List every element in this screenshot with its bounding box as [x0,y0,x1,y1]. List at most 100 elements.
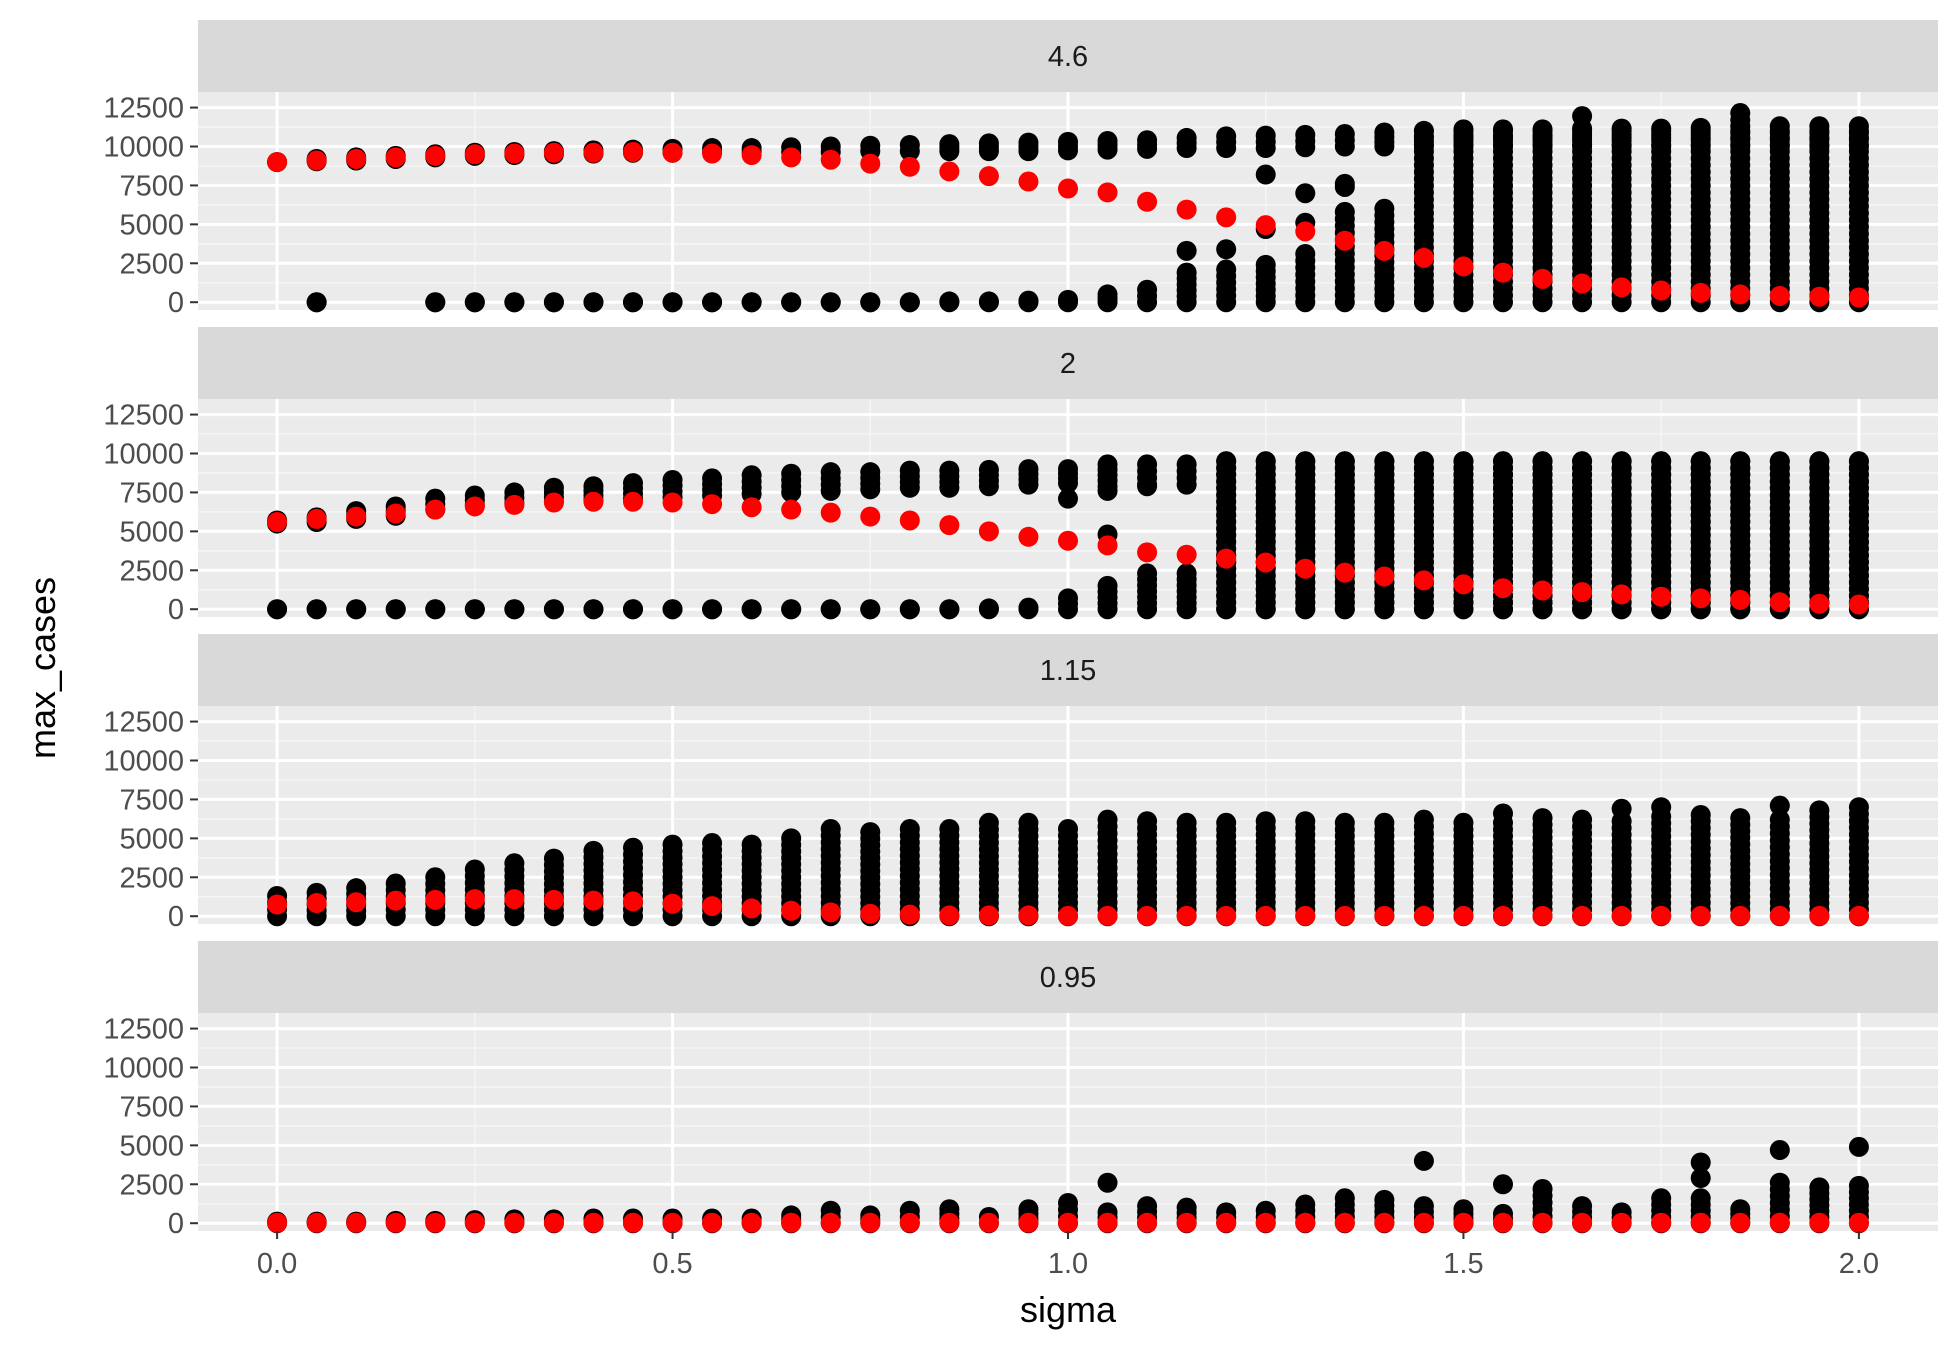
mean-point [978,905,999,926]
data-point [899,134,920,155]
data-point [1809,1177,1830,1198]
data-point [1137,454,1158,475]
mean-point [899,156,920,177]
y-tick-label: 7500 [119,170,184,202]
y-tick-label: 0 [168,287,184,319]
mean-point [1018,526,1039,547]
mean-point [1176,905,1197,926]
mean-point [543,142,564,163]
data-point [1295,243,1316,264]
data-point [939,819,960,840]
data-point [1651,797,1672,818]
mean-point [1690,905,1711,926]
mean-point [1255,552,1276,573]
facet-strip-label: 1.15 [1040,655,1096,687]
mean-point [1848,1212,1869,1233]
mean-point [1374,240,1395,261]
data-point [1216,239,1237,260]
data-point [267,599,288,620]
mean-point [1374,1212,1395,1233]
mean-point [425,1212,446,1233]
data-point [1216,126,1237,147]
mean-point [899,1212,920,1233]
data-point [1690,1152,1711,1173]
mean-point [1058,178,1078,199]
data-point [1137,1196,1158,1217]
data-point [1611,120,1632,141]
data-point [1097,454,1118,475]
mean-point [1611,277,1632,298]
data-point [1374,198,1395,219]
data-point [1769,809,1790,830]
data-point [1295,1194,1316,1215]
mean-point [583,491,604,512]
mean-point [702,494,723,515]
mean-point [306,1212,327,1233]
mean-point [464,889,485,910]
y-tick-label: 7500 [119,477,184,509]
mean-point [1453,905,1474,926]
x-tick-label: 1.5 [1443,1248,1483,1280]
y-tick-label: 10000 [103,132,184,164]
data-point [543,477,564,498]
mean-point [662,142,683,163]
mean-point [1097,182,1118,203]
data-point [1611,451,1632,472]
data-point [1018,459,1039,480]
data-point [1413,809,1434,830]
data-point [1493,803,1513,824]
mean-point [1769,1212,1790,1233]
mean-point [662,1212,683,1233]
data-point [781,292,802,313]
mean-point [425,889,446,910]
data-point [1018,132,1039,153]
data-point [1295,124,1316,145]
data-point [1058,131,1078,152]
data-point [1809,451,1830,472]
data-point [1176,563,1197,584]
mean-point [1493,578,1513,599]
facet-strip-label: 4.6 [1048,41,1088,73]
data-point [1216,259,1237,280]
mean-point [1493,905,1513,926]
mean-point [702,1212,723,1233]
mean-point [623,891,643,912]
data-point [1572,106,1593,127]
data-point [425,292,446,313]
mean-point [1453,574,1474,595]
mean-point [781,900,802,921]
data-point [1255,254,1276,275]
data-point [623,837,643,858]
mean-point [1097,905,1118,926]
data-point [1058,459,1078,480]
mean-point [860,1212,881,1233]
mean-point [1176,1212,1197,1233]
data-point [1018,290,1039,311]
data-point [1176,240,1197,261]
mean-point [1216,1212,1237,1233]
mean-point [504,1212,525,1233]
mean-point [820,1212,841,1233]
y-tick-label: 2500 [119,555,184,587]
mean-point [899,510,920,531]
data-point [583,840,604,861]
data-point [1690,451,1711,472]
mean-point [1413,1212,1434,1233]
data-point [1058,1192,1078,1213]
data-point [623,292,643,313]
data-point [1137,563,1158,584]
data-point [583,476,604,497]
mean-point [741,898,762,919]
mean-point [583,142,604,163]
data-point [939,291,960,312]
data-point [623,599,643,620]
data-point [860,599,881,620]
y-tick-label: 0 [168,1208,184,1240]
mean-point [1572,582,1593,603]
data-point [1137,130,1158,151]
mean-point [939,515,960,536]
data-point [1176,454,1197,475]
y-tick-label: 12500 [103,707,184,739]
data-point [741,599,762,620]
